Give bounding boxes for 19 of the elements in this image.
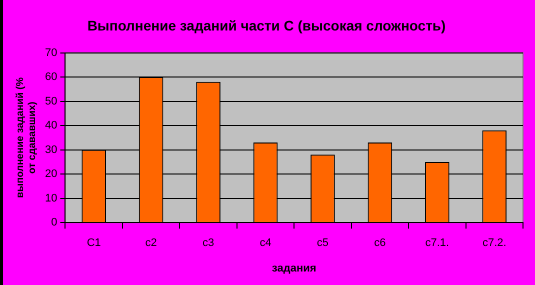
y-tick-label: 50 <box>44 95 58 108</box>
x-tick-label: c2 <box>145 237 157 250</box>
y-tick-label: 0 <box>51 216 58 229</box>
y-tick-label: 40 <box>44 120 58 132</box>
y-tick-label: 30 <box>44 144 58 156</box>
x-tick-label: c7.1. <box>425 237 450 250</box>
x-axis-title: задания <box>272 262 316 274</box>
y-axis-title: выполнение заданий (% от сдававших) <box>14 77 38 198</box>
x-tick-label: c7.2. <box>482 237 506 250</box>
x-tick-label: c3 <box>202 237 214 250</box>
x-tick-label: c4 <box>260 237 272 250</box>
y-tick-label: 70 <box>44 46 58 59</box>
y-tick-label: 20 <box>44 168 58 180</box>
y-tick-label: 10 <box>44 192 58 204</box>
x-tick-label: C1 <box>86 237 101 250</box>
x-tick-label: c5 <box>316 237 329 250</box>
chart-title: Выполнение заданий части С (высокая сложность) <box>87 17 446 34</box>
x-tick-label: c6 <box>374 237 386 250</box>
y-tick-label: 60 <box>44 71 58 84</box>
